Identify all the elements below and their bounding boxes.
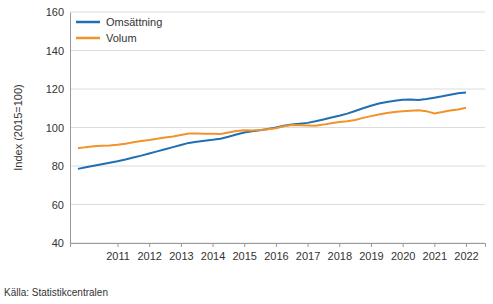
lines bbox=[78, 92, 466, 168]
y-tick-label: 140 bbox=[46, 45, 64, 57]
chart: 4060801001201401602011201220132014201520… bbox=[0, 0, 493, 304]
x-tick: 2022 bbox=[454, 243, 478, 262]
legend-label: Omsättning bbox=[106, 16, 162, 28]
grid-line bbox=[70, 166, 485, 167]
x-tick-label: 2018 bbox=[328, 250, 352, 262]
x-tick-label: 2013 bbox=[169, 250, 193, 262]
y-axis-title: Index (2015=100) bbox=[12, 84, 24, 171]
x-tick-label: 2015 bbox=[232, 250, 256, 262]
grid-line bbox=[70, 89, 485, 90]
x-tick-mark bbox=[371, 243, 372, 247]
y-tick: 80 bbox=[52, 160, 70, 172]
y-tick: 100 bbox=[46, 122, 70, 134]
x-tick: 2011 bbox=[106, 243, 130, 262]
x-tick: 2014 bbox=[201, 243, 225, 262]
x-tick-mark bbox=[276, 243, 277, 247]
y-tick: 140 bbox=[46, 45, 70, 57]
x-tick-label: 2017 bbox=[296, 250, 320, 262]
y-axis-line bbox=[70, 13, 71, 244]
x-tick: 2018 bbox=[328, 243, 352, 262]
x-axis: 2011 2012 2013 2014 2015 2016 2017 2018 2019 2020… bbox=[71, 243, 486, 262]
legend-label: Volum bbox=[106, 32, 137, 44]
series-line bbox=[78, 108, 466, 149]
x-tick-mark bbox=[118, 243, 119, 247]
legend-item: Volum bbox=[76, 32, 137, 44]
grid-line bbox=[70, 50, 485, 51]
x-tick-label: 2020 bbox=[391, 250, 415, 262]
y-tick-label: 160 bbox=[46, 6, 64, 18]
x-tick-mark bbox=[308, 243, 309, 247]
x-tick-mark bbox=[181, 243, 182, 247]
x-tick: 2013 bbox=[169, 243, 193, 262]
y-tick-label: 80 bbox=[52, 160, 64, 172]
x-tick-mark bbox=[244, 243, 245, 247]
x-axis-line bbox=[71, 244, 486, 248]
x-tick-label: 2021 bbox=[423, 250, 447, 262]
x-tick: 2020 bbox=[391, 243, 415, 262]
x-tick-mark bbox=[213, 243, 214, 247]
x-tick: 2019 bbox=[359, 243, 383, 262]
y-tick-label: 120 bbox=[46, 83, 64, 95]
series-line bbox=[78, 92, 466, 168]
legend-swatch bbox=[76, 37, 100, 40]
x-tick-mark bbox=[466, 243, 467, 247]
x-tick-label: 2022 bbox=[454, 250, 478, 262]
x-tick-mark bbox=[339, 243, 340, 247]
x-tick-label: 2012 bbox=[137, 250, 161, 262]
x-tick-label: 2011 bbox=[106, 250, 130, 262]
legend-item: Omsättning bbox=[76, 16, 162, 28]
grid-line bbox=[70, 204, 485, 205]
y-tick: 160 bbox=[46, 6, 70, 18]
caption: Källa: Statistikcentralen bbox=[4, 287, 108, 298]
grid-line bbox=[70, 12, 485, 13]
y-tick: 60 bbox=[52, 199, 70, 211]
y-tick-label: 60 bbox=[52, 199, 64, 211]
x-tick: 2015 bbox=[232, 243, 256, 262]
x-tick-mark bbox=[434, 243, 435, 247]
grid bbox=[70, 12, 485, 243]
x-tick: 2021 bbox=[423, 243, 447, 262]
x-tick-label: 2016 bbox=[264, 250, 288, 262]
y-tick-label: 100 bbox=[46, 122, 64, 134]
x-tick-label: 2014 bbox=[201, 250, 225, 262]
y-tick: 40 bbox=[52, 237, 70, 249]
x-tick-label: 2019 bbox=[359, 250, 383, 262]
legend-swatch bbox=[76, 21, 100, 24]
x-tick-mark bbox=[403, 243, 404, 247]
y-axis: 40 60 80 100 120 140 160 bbox=[46, 6, 71, 249]
y-tick-label: 40 bbox=[52, 237, 64, 249]
x-tick: 2017 bbox=[296, 243, 320, 262]
legend: Omsättning Volum bbox=[76, 16, 162, 44]
x-tick: 2012 bbox=[137, 243, 161, 262]
y-tick: 120 bbox=[46, 83, 70, 95]
x-tick-mark bbox=[149, 243, 150, 247]
x-tick: 2016 bbox=[264, 243, 288, 262]
